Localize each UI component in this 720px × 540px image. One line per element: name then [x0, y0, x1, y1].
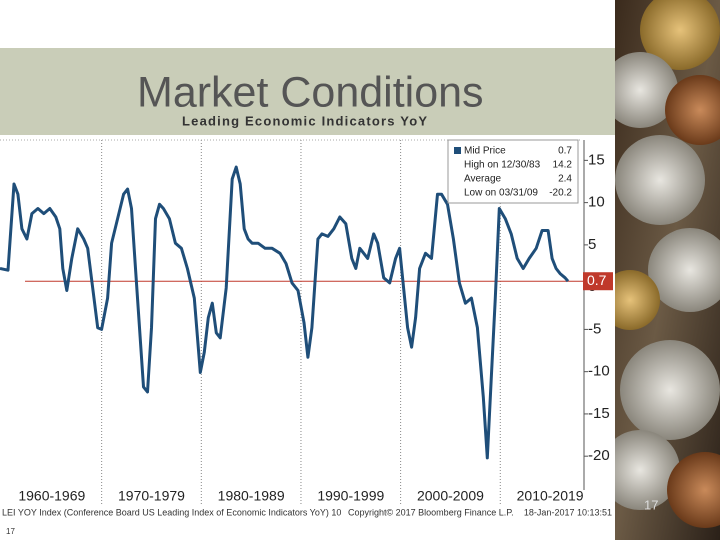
- y-tick-label: 5: [588, 236, 596, 253]
- legend-value: 0.7: [558, 146, 572, 157]
- y-tick-label: 15: [588, 151, 605, 168]
- legend-value: 2.4: [558, 174, 572, 185]
- reference-label-box: [583, 272, 613, 291]
- y-tick-label: 10: [588, 194, 605, 211]
- x-tick-label: 1960-1969: [18, 488, 85, 504]
- legend-label: Low on 03/31/09: [464, 188, 538, 199]
- slide-title: Market Conditions: [137, 68, 484, 116]
- legend-swatch: [454, 147, 461, 154]
- coin-photo: [600, 0, 720, 540]
- legend-value: -20.2: [549, 188, 572, 199]
- y-tick-label: -15: [588, 405, 610, 422]
- legend-label: High on 12/30/83: [464, 160, 541, 171]
- chart: 151050-5-10-15-201960-19691970-19791980-…: [0, 139, 613, 517]
- page-number: 17: [6, 527, 15, 536]
- line-series: [0, 165, 570, 460]
- x-tick-label: 2010-2019: [517, 488, 584, 504]
- slide-subtitle: Leading Economic Indicators YoY: [182, 113, 428, 128]
- page-number: 17: [644, 497, 658, 512]
- series-name: LEI YOY Index (Conference Board US Leadi…: [2, 507, 341, 517]
- copyright: Copyright© 2017 Bloomberg Finance L.P.: [348, 507, 514, 517]
- x-tick-label: 2000-2009: [417, 488, 484, 504]
- legend-label: Average: [464, 174, 502, 185]
- title-band: [0, 48, 615, 135]
- legend-value: 14.2: [553, 160, 573, 171]
- reference-label: 0.7: [587, 272, 607, 288]
- x-tick-label: 1970-1979: [118, 488, 185, 504]
- y-tick-label: -20: [588, 447, 610, 464]
- y-tick-label: -10: [588, 363, 610, 380]
- legend-box: [447, 139, 579, 204]
- timestamp: 18-Jan-2017 10:13:51: [524, 507, 612, 517]
- x-tick-label: 1980-1989: [218, 488, 285, 504]
- y-tick-label: -5: [588, 320, 601, 337]
- x-tick-label: 1990-1999: [317, 488, 384, 504]
- legend-label: Mid Price: [464, 146, 506, 157]
